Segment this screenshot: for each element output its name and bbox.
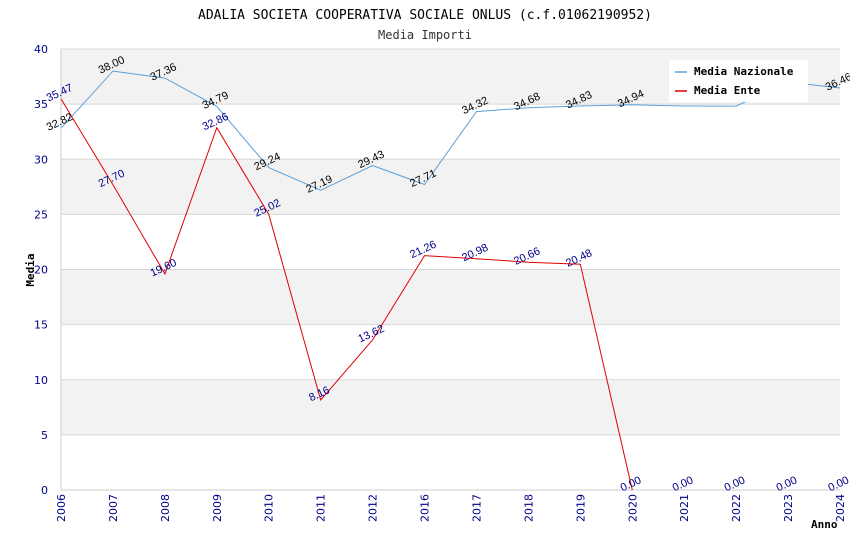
y-tick-label: 30 <box>34 153 48 166</box>
series-line-media-nazionale <box>60 70 841 191</box>
x-axis-title: Anno <box>811 518 838 531</box>
chart-subtitle: Media Importi <box>378 28 472 42</box>
series-line-media-ente <box>60 98 633 491</box>
plot-band <box>61 434 840 490</box>
y-tick-label: 15 <box>34 319 48 332</box>
legend: Media Nazionale Media Ente <box>669 60 808 102</box>
y-tick-label: 25 <box>34 208 48 221</box>
plot-band <box>61 379 840 435</box>
grid-lines <box>60 48 840 491</box>
chart-title: ADALIA SOCIETA COOPERATIVA SOCIALE ONLUS… <box>198 8 652 23</box>
x-axis-ticks: 2006 2007 2008 2009 2010 2011 2012 2016 2017 2018… <box>55 494 847 522</box>
x-tick-label: 2024 <box>834 494 847 522</box>
y-tick-label: 0 <box>41 484 48 497</box>
y-tick-label: 5 <box>41 429 48 442</box>
y-tick-label: 40 <box>34 43 48 56</box>
x-tick-label: 2016 <box>419 494 432 522</box>
legend-box <box>669 60 808 102</box>
y-tick-label: 20 <box>34 264 48 277</box>
x-tick-label: 2020 <box>626 494 639 522</box>
x-tick-label: 2008 <box>159 494 172 522</box>
x-tick-label: 2010 <box>263 494 276 522</box>
legend-label-media-ente: Media Ente <box>694 84 761 97</box>
plot-bands <box>61 49 840 490</box>
y-tick-label: 35 <box>34 98 48 111</box>
series-lines <box>60 70 841 491</box>
y-axis-ticks: 0 5 10 15 20 25 30 35 40 <box>34 43 48 497</box>
x-tick-label: 2017 <box>470 494 483 522</box>
x-tick-label: 2007 <box>107 494 120 522</box>
plot-band <box>61 159 840 215</box>
x-tick-label: 2019 <box>574 494 587 522</box>
plot-band <box>61 324 840 380</box>
plot-band <box>61 214 840 270</box>
x-tick-label: 2018 <box>522 494 535 522</box>
plot-band <box>61 269 840 325</box>
y-tick-label: 10 <box>34 374 48 387</box>
plot-band <box>61 104 840 160</box>
x-tick-label: 2006 <box>55 494 68 522</box>
x-tick-label: 2023 <box>782 494 795 522</box>
x-tick-label: 2011 <box>315 494 328 522</box>
x-tick-label: 2021 <box>678 494 691 522</box>
x-tick-label: 2022 <box>730 494 743 522</box>
legend-label-media-nazionale: Media Nazionale <box>694 65 794 78</box>
x-tick-label: 2009 <box>211 494 224 522</box>
x-tick-label: 2012 <box>367 494 380 522</box>
y-axis-title: Media <box>24 253 37 286</box>
